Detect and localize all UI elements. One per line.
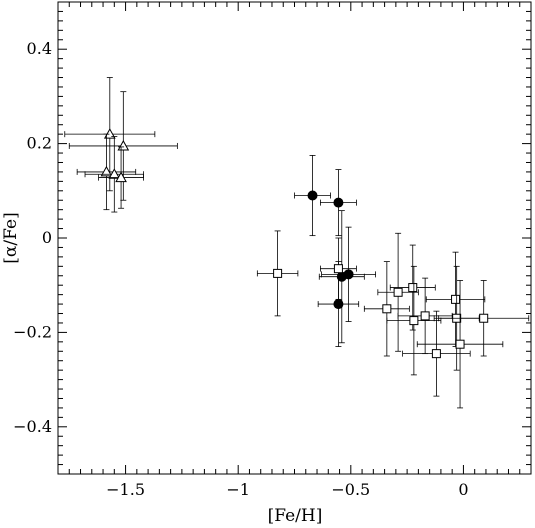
data-point xyxy=(256,230,299,317)
data-point xyxy=(76,133,137,211)
data-point xyxy=(386,265,442,376)
open-square-marker xyxy=(420,311,430,321)
data-point xyxy=(321,226,376,322)
x-tick-label: −1 xyxy=(226,480,250,499)
open-square-marker xyxy=(273,268,283,278)
filled-circle-marker xyxy=(343,269,354,280)
open-triangle-marker xyxy=(108,168,121,179)
data-point xyxy=(320,169,357,237)
y-tick-label: 0 xyxy=(42,228,52,247)
data-point xyxy=(377,232,419,352)
open-square-marker xyxy=(479,313,489,323)
open-triangle-marker xyxy=(117,139,130,151)
data-point xyxy=(438,280,530,357)
open-square-marker xyxy=(333,264,343,274)
open-square-marker xyxy=(408,283,418,293)
data-point xyxy=(397,277,453,355)
data-point xyxy=(320,237,357,300)
filled-circle-marker xyxy=(333,197,344,208)
axis-tick-labels: −1.5 −1 −0.5 0 −0.4 −0.2 0 0.2 0.4 xyxy=(13,39,468,499)
x-axis-title: [Fe/H] xyxy=(268,506,323,526)
open-square-marker xyxy=(382,304,392,314)
data-marks xyxy=(64,77,530,409)
data-point xyxy=(84,136,144,213)
open-square-marker xyxy=(431,349,441,359)
y-tick-label: 0.4 xyxy=(27,39,52,58)
open-triangle-marker xyxy=(100,165,113,177)
open-triangle-marker xyxy=(115,171,127,183)
filled-circle-marker xyxy=(333,299,344,310)
y-tick-label: −0.2 xyxy=(13,322,52,341)
x-tick-label: −1.5 xyxy=(106,480,145,499)
x-tick-label: −0.5 xyxy=(331,480,370,499)
open-square-marker xyxy=(409,316,419,326)
data-point xyxy=(402,310,471,397)
data-point xyxy=(425,251,486,347)
data-point xyxy=(363,261,410,357)
open-triangle-marker xyxy=(103,128,116,139)
x-tick-label: 0 xyxy=(458,480,468,499)
data-point xyxy=(294,154,331,237)
y-tick-label: −0.4 xyxy=(13,417,52,436)
y-axis-title: [α/Fe] xyxy=(1,212,21,263)
data-point xyxy=(98,146,144,209)
filled-circle-marker xyxy=(307,190,318,201)
data-point xyxy=(64,77,156,192)
axis-ticks xyxy=(57,1,532,475)
data-point xyxy=(318,210,365,344)
data-point xyxy=(68,91,178,201)
data-point xyxy=(416,280,504,409)
open-square-marker xyxy=(451,294,461,304)
y-tick-label: 0.2 xyxy=(27,134,52,153)
open-square-marker xyxy=(393,287,403,297)
open-square-marker xyxy=(455,339,465,349)
